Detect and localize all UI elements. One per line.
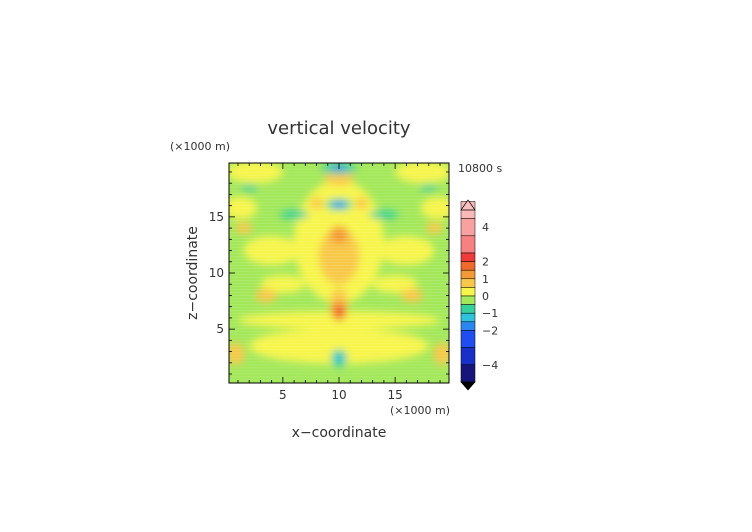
field-region-33 [369,210,399,220]
x-tick-label: 10 [331,388,346,402]
colorbar-band [460,278,476,288]
chart-title: vertical velocity [267,118,411,139]
colorbar-band [460,295,476,305]
colorbar-tick-label: 1 [482,273,489,286]
y-axis: 5 10 15 [209,171,449,375]
field-region-10 [372,275,418,294]
colorbar-band [460,218,476,237]
field-region-15 [229,342,245,366]
colorbar-tick-label: 4 [482,221,489,234]
colorbar-band [460,261,476,271]
colorbar-tick-label: 0 [482,290,489,303]
field-region-12 [330,225,348,244]
colorbar-band [460,330,476,348]
field-region-1 [243,235,300,266]
colorbar-band [460,312,476,323]
velocity-field [229,163,449,368]
colorbar-band [460,287,476,297]
plot-area [229,163,449,383]
field-region-14 [332,302,346,321]
field-region-3 [229,196,258,220]
field-region-34 [240,184,259,192]
colorbar-tick-label: −4 [482,359,498,372]
field-region-32 [279,210,309,220]
colorbar-band [460,252,476,262]
x-tick-label: 15 [387,388,402,402]
colorbar-tick-label: −1 [482,307,498,320]
field-region-29 [333,201,345,208]
colorbar-tick-label: −2 [482,324,498,337]
colorbar-over-arrow [460,199,476,211]
field-region-18 [425,222,444,234]
y-tick-label: 5 [216,322,224,336]
colorbar-band [460,304,476,314]
field-region-4 [420,196,449,220]
colorbar-band [460,364,476,383]
field-region-8 [395,163,449,184]
field-region-2 [378,235,435,266]
field-region-35 [419,184,438,192]
y-axis-label: z−coordinate [185,226,201,320]
x-axis-unit: (×1000 m) [390,404,450,417]
field-region-22 [309,197,324,210]
time-label: 10800 s [458,162,502,175]
x-axis-label: x−coordinate [292,425,387,441]
colorbar: 4 2 1 0 −1 −2 −4 [460,199,498,391]
colorbar-band [460,321,476,331]
field-region-23 [354,197,369,210]
field-region-7 [229,163,283,184]
field-region-20 [400,288,424,303]
field-region-17 [234,222,253,234]
field-region-19 [254,288,278,303]
x-axis: 5 10 15 [237,163,441,402]
field-region-5 [249,328,429,364]
field-region-31 [334,352,344,364]
y-tick-label: 15 [209,210,224,224]
y-tick-label: 10 [209,266,224,280]
field-region-16 [433,342,449,366]
x-tick-label: 5 [279,388,287,402]
field-region-11 [318,228,360,285]
colorbar-band [460,235,476,254]
colorbar-band [460,269,476,280]
colorbar-tick-label: 2 [482,256,489,269]
field-shading-lines [229,163,449,383]
field-region-9 [260,275,306,294]
y-axis-unit: (×1000 m) [170,140,230,153]
colorbar-under-arrow [460,381,476,391]
colorbar-band [460,347,476,366]
